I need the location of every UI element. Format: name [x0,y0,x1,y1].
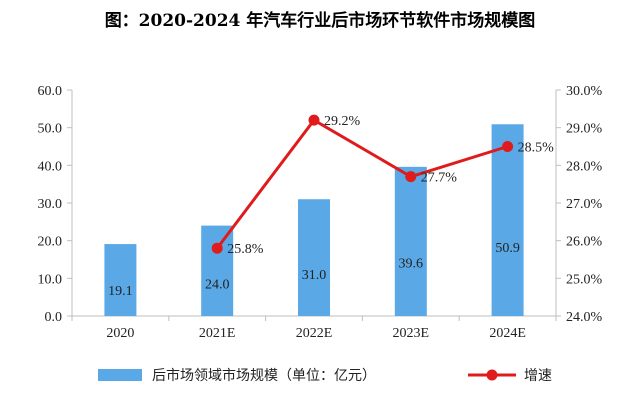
y-right-tick-label: 30.0% [566,84,603,99]
x-tick-label: 2022E [296,326,333,341]
y-left-tick-label: 10.0 [38,272,63,287]
y-right-tick-label: 26.0% [566,235,603,250]
axes: 0.0 10.0 20.0 30.0 40.0 50.0 60.0 24.0% 25.0% 26.… [38,84,603,341]
bar [298,199,330,316]
y-left-tick-label: 0.0 [45,310,63,325]
bar [104,244,137,316]
legend-bar-swatch [98,369,142,381]
legend-line-marker [486,369,498,381]
y-left-tick-label: 40.0 [38,159,63,174]
bar [394,166,427,316]
bar-value-label: 50.9 [495,241,520,256]
y-right-tick-label: 25.0% [566,272,603,287]
bars [104,124,524,316]
y-left-tick-label: 30.0 [38,197,63,212]
growth-point [211,242,223,254]
y-right-tick-label: 28.0% [566,159,603,174]
bar-value-label: 39.6 [399,256,424,271]
y-right-tick-label: 24.0% [566,310,603,325]
bar-value-label: 31.0 [302,268,327,283]
bar-labels: 19.1 24.0 31.0 39.6 50.9 [108,241,520,299]
growth-value-label: 29.2% [324,114,361,129]
growth-point [405,171,417,183]
growth-value-label: 27.7% [421,171,458,186]
x-tick-label: 2021E [199,326,236,341]
y-left-tick-label: 60.0 [38,84,63,99]
growth-value-label: 28.5% [518,141,555,156]
y-left-tick-label: 20.0 [38,235,63,250]
growth-value-label: 25.8% [227,242,264,257]
growth-point [308,114,320,126]
bar-value-label: 24.0 [205,277,230,292]
legend: 后市场领域市场规模（单位：亿元） 增速 [98,367,552,384]
y-right-tick-label: 27.0% [566,197,603,212]
bar [491,124,524,316]
legend-line-label: 增速 [524,368,552,384]
bar-value-label: 19.1 [108,284,133,299]
bar [201,225,234,316]
x-tick-label: 2024E [489,326,526,341]
growth-line-path [216,118,509,250]
chart-title: 图：2020-2024 年汽车行业后市场环节软件市场规模图 [104,11,536,31]
x-tick-label: 2020 [106,326,134,341]
y-right-tick-label: 29.0% [566,122,603,137]
legend-bar-label: 后市场领域市场规模（单位：亿元） [152,367,376,384]
x-tick-label: 2023E [393,326,430,341]
growth-point [502,141,514,152]
y-left-tick-label: 50.0 [38,122,63,137]
growth-line: 25.8% 29.2% 27.7% 28.5% [211,114,555,257]
